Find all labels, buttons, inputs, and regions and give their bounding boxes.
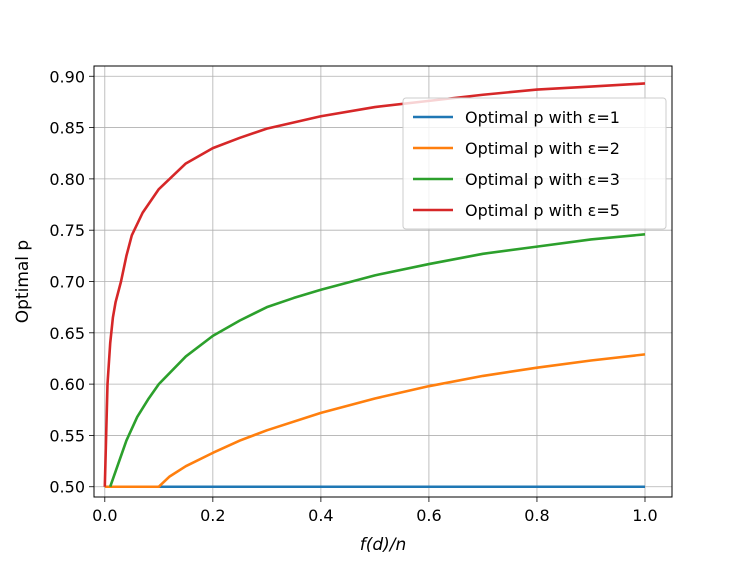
- y-tick-label: 0.50: [49, 478, 85, 497]
- y-tick-label: 0.80: [49, 170, 85, 189]
- legend-label-3: Optimal p with ε=3: [465, 170, 620, 189]
- x-tick-label: 0.6: [416, 506, 441, 525]
- y-tick-label: 0.70: [49, 273, 85, 292]
- x-tick-label: 0.8: [524, 506, 549, 525]
- x-tick-label: 1.0: [632, 506, 657, 525]
- x-tick-label: 0.0: [92, 506, 117, 525]
- plot-area: 0.0 0.2 0.4 0.6 0.8 1.0 0.50 0.55 0.60 0.65 0.70 0.…: [13, 65, 673, 555]
- y-tick-label: 0.90: [49, 67, 85, 86]
- legend-label-2: Optimal p with ε=2: [465, 139, 620, 158]
- y-tick-label: 0.85: [49, 119, 85, 138]
- y-axis-label: Optimal p: [13, 240, 33, 323]
- series-line-2: [104, 353, 646, 489]
- y-tick-label: 0.60: [49, 375, 85, 394]
- x-tick-label: 0.4: [308, 506, 333, 525]
- y-tick-label: 0.65: [49, 324, 85, 343]
- x-tick-label: 0.2: [200, 506, 225, 525]
- series-line-3: [108, 233, 646, 488]
- legend-label-1: Optimal p with ε=1: [465, 108, 620, 127]
- x-axis-label: f(d)/n: [360, 535, 407, 555]
- axes-frame: [93, 65, 673, 498]
- y-tick-label: 0.55: [49, 426, 85, 445]
- legend: Optimal p with ε=1 Optimal p with ε=2 Opti…: [402, 97, 667, 230]
- legend-label-4: Optimal p with ε=5: [465, 201, 620, 220]
- legend-box: [402, 97, 667, 230]
- series-line-4: [103, 82, 646, 487]
- y-tick-label: 0.75: [49, 221, 85, 240]
